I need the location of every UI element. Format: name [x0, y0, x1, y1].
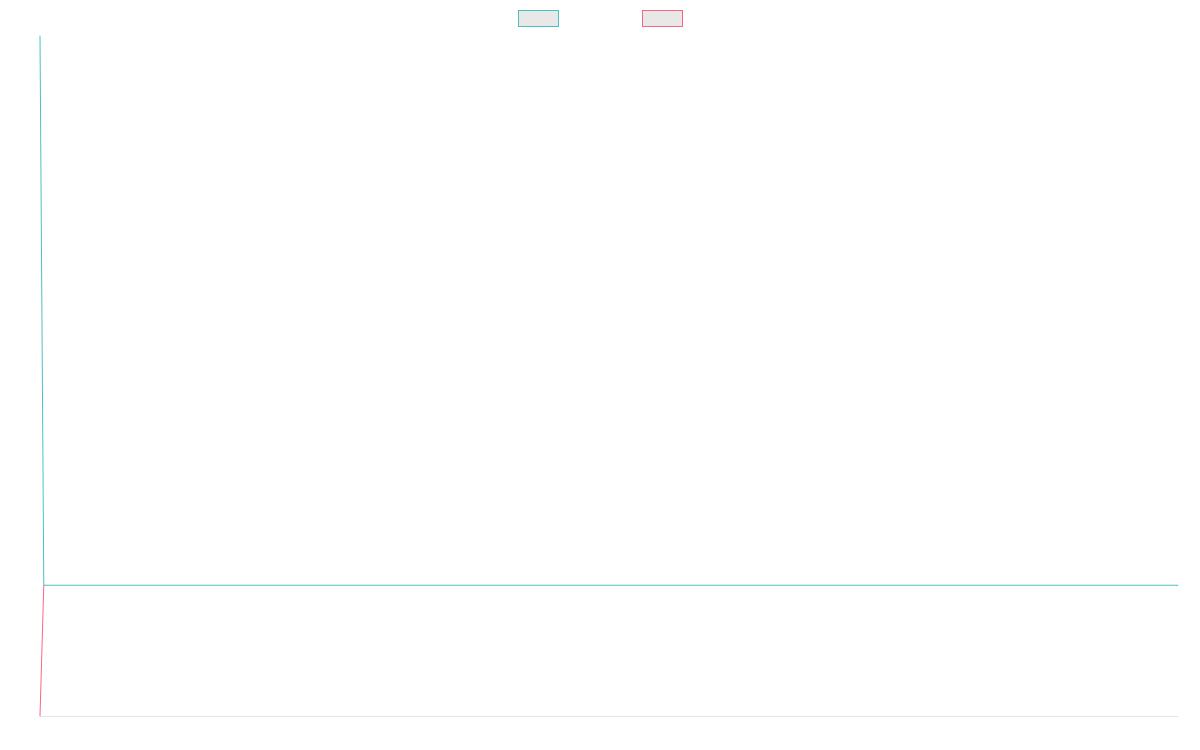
- legend-item-1[interactable]: [518, 10, 559, 27]
- legend[interactable]: [518, 10, 683, 27]
- series-line-2[interactable]: [39, 584, 45, 717]
- legend-swatch-2[interactable]: [642, 10, 683, 27]
- legend-swatch-1[interactable]: [518, 10, 559, 27]
- plot-area: [39, 35, 1179, 717]
- legend-item-2[interactable]: [642, 10, 683, 27]
- series-line-1[interactable]: [39, 35, 1179, 586]
